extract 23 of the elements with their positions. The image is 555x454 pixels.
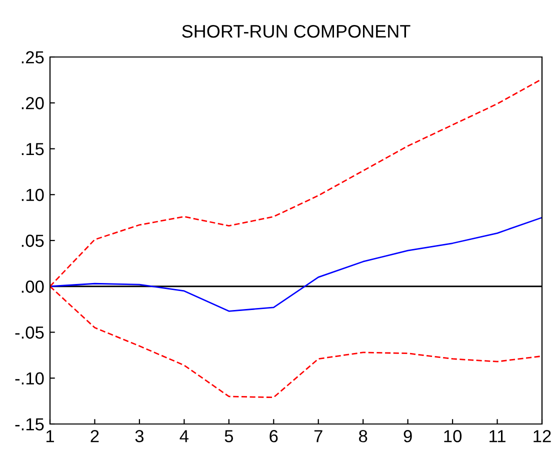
x-tick-label: 11	[490, 430, 506, 442]
x-tick-label: 12	[534, 430, 551, 442]
x-tick-label: 9	[404, 430, 412, 442]
y-tick-label: .15	[22, 143, 44, 156]
chart-title: SHORT-RUN COMPONENT	[182, 24, 410, 38]
x-tick-label: 2	[90, 430, 99, 442]
y-tick-label: -.05	[15, 326, 44, 339]
y-tick-label: -.10	[15, 372, 44, 385]
x-tick-label: 6	[270, 430, 278, 442]
y-tick-label: .00	[22, 280, 44, 293]
x-tick-label: 7	[314, 430, 322, 442]
y-tick-label: .10	[22, 188, 44, 202]
y-tick-label: .20	[22, 97, 44, 110]
x-tick-label: 8	[359, 430, 368, 442]
y-tick-label: -.15	[15, 418, 44, 430]
x-tick-label: 1	[46, 430, 54, 442]
line-series	[50, 216, 542, 312]
x-tick-label: 3	[135, 430, 144, 442]
x-tick-label: 4	[180, 430, 188, 442]
x-tick-label: 10	[444, 430, 462, 442]
x-tick-label: 5	[224, 430, 234, 442]
y-tick-label: .05	[22, 234, 44, 247]
y-tick-label: .25	[22, 51, 44, 64]
